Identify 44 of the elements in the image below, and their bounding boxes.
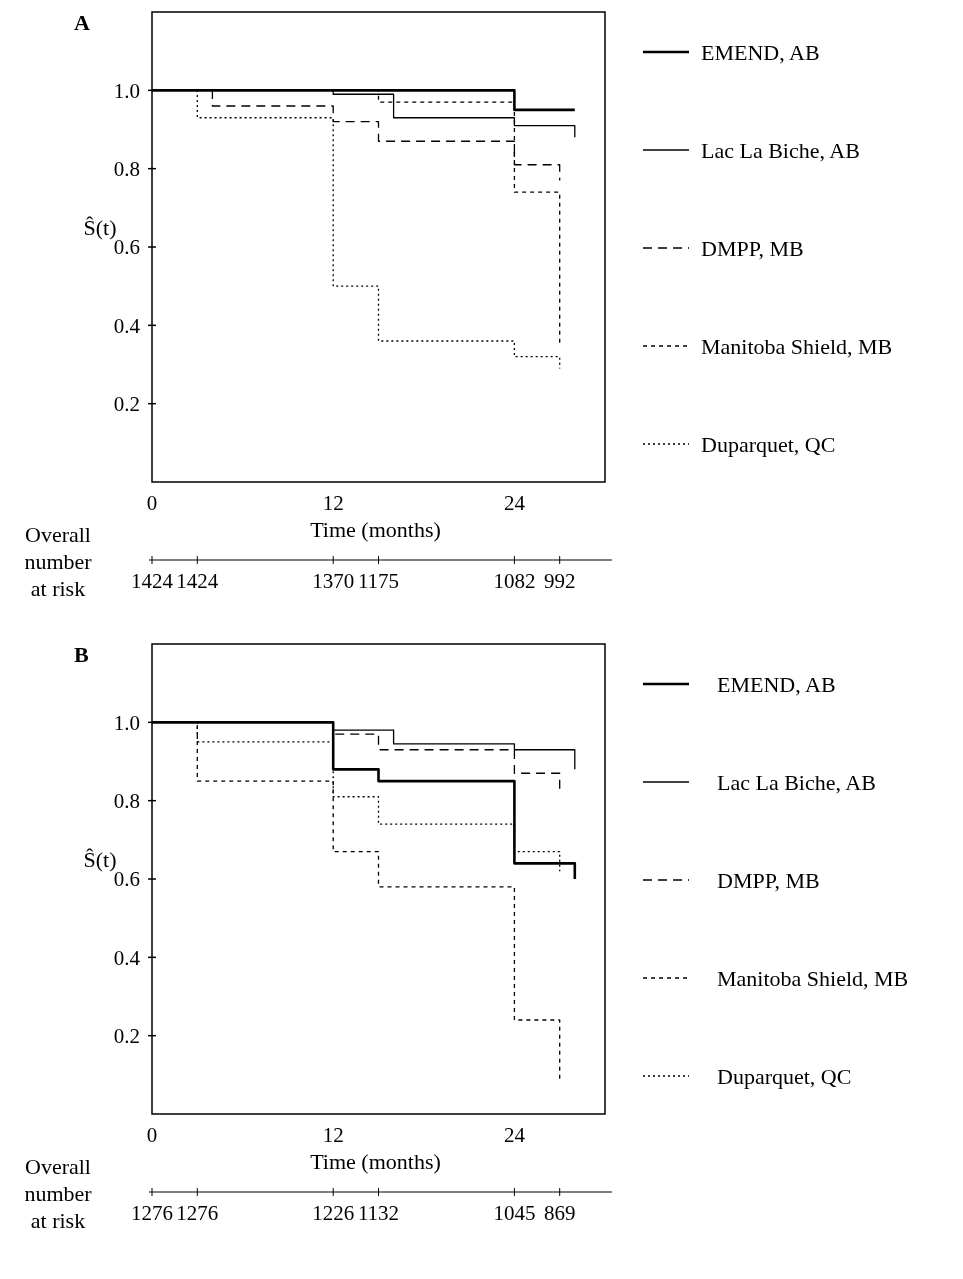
x-tick-label: 0 [146, 1123, 158, 1147]
y-tick-label: 0.8 [113, 789, 140, 814]
text: Overall number at risk [24, 1154, 93, 1233]
legend-label: Duparquet, QC [717, 1063, 852, 1089]
annotation: 1276 [131, 1201, 173, 1225]
y-tick-label: 0.4 [113, 313, 141, 338]
text: Overall number at risk [24, 522, 93, 601]
annotation: 869 [543, 1201, 576, 1225]
legend-label: Lac La Biche, AB [701, 137, 860, 163]
chart-title: A [74, 10, 90, 35]
x-tick-label: 12 [322, 1123, 344, 1147]
x-axis-title: Time (months) [310, 517, 441, 542]
x-tick-label: 24 [503, 1123, 526, 1147]
legend-label: Lac La Biche, AB [717, 769, 876, 795]
x-tick-label: 12 [322, 491, 344, 515]
y-axis-title: Ŝ(t) [83, 847, 117, 873]
y-tick-label: 0.2 [113, 1024, 140, 1049]
annotation: 1132 [357, 1201, 400, 1225]
chart-title: B [74, 642, 89, 667]
y-tick-label: 1.0 [113, 710, 140, 735]
x-axis-title: Time (months) [310, 1149, 441, 1174]
y-axis-title: Ŝ(t) [83, 215, 117, 241]
legend-label: Duparquet, QC [701, 431, 836, 457]
annotation: 1370 [312, 569, 355, 593]
annotation: 1226 [312, 1201, 355, 1225]
x-tick-label: 0 [146, 491, 158, 515]
annotation: 1424 [131, 569, 174, 593]
legend-label: EMEND, AB [717, 671, 836, 697]
legend-label: Manitoba Shield, MB [701, 333, 893, 359]
legend-label: DMPP, MB [701, 235, 804, 261]
annotation: 1424 [176, 569, 219, 593]
y-tick-label: 0.2 [113, 392, 140, 417]
x-tick-label: 24 [503, 491, 526, 515]
annotation: 1175 [357, 569, 400, 593]
y-tick-label: 0.8 [113, 157, 140, 182]
annotation: 1082 [493, 569, 536, 593]
legend-label: DMPP, MB [717, 867, 820, 893]
y-tick-label: 0.4 [113, 945, 141, 970]
legend-label: Manitoba Shield, MB [717, 965, 909, 991]
annotation: 1045 [493, 1201, 536, 1225]
annotation: 992 [543, 569, 576, 593]
legend-label: EMEND, AB [701, 39, 820, 65]
y-tick-label: 1.0 [113, 78, 140, 103]
annotation: 1276 [176, 1201, 219, 1225]
